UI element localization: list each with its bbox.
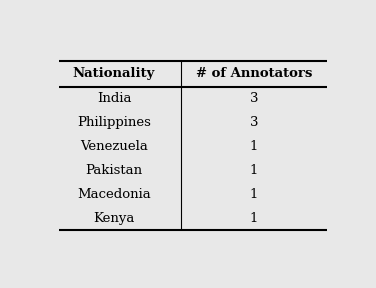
Text: Venezuela: Venezuela: [80, 140, 148, 153]
Text: Nationality: Nationality: [73, 67, 155, 80]
Text: India: India: [97, 92, 131, 105]
Text: Macedonia: Macedonia: [77, 188, 151, 201]
Text: 1: 1: [250, 212, 258, 225]
Text: # of Annotators: # of Annotators: [196, 67, 312, 80]
Text: Kenya: Kenya: [93, 212, 135, 225]
Text: 3: 3: [250, 116, 258, 129]
Text: 1: 1: [250, 164, 258, 177]
Text: 1: 1: [250, 188, 258, 201]
Text: Pakistan: Pakistan: [85, 164, 143, 177]
Text: 3: 3: [250, 92, 258, 105]
Text: 1: 1: [250, 140, 258, 153]
Text: Philippines: Philippines: [77, 116, 151, 129]
